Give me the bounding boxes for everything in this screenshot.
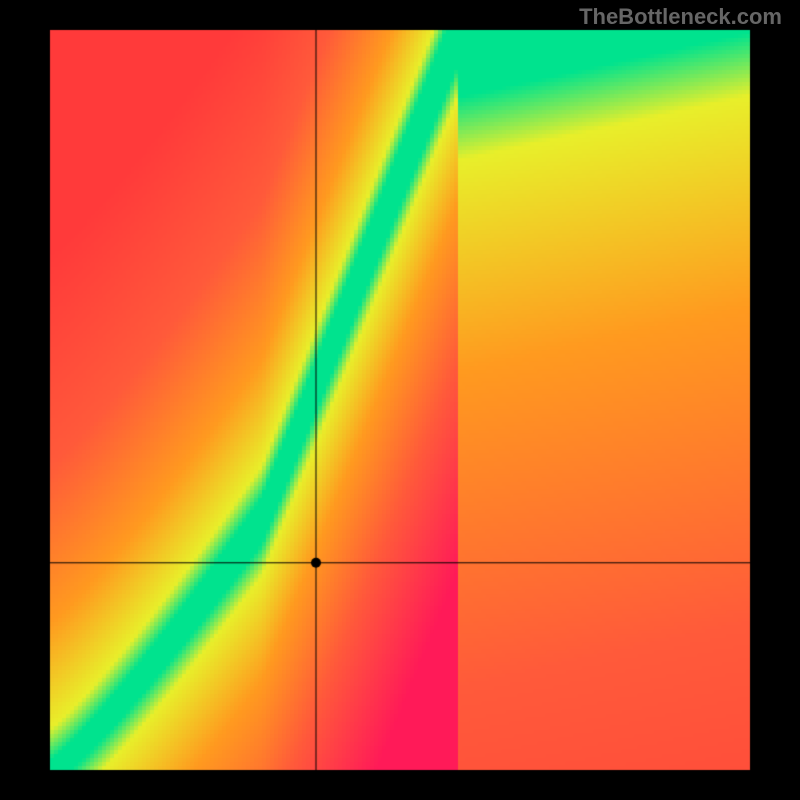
bottleneck-heatmap <box>0 0 800 800</box>
watermark-text: TheBottleneck.com <box>579 4 782 30</box>
